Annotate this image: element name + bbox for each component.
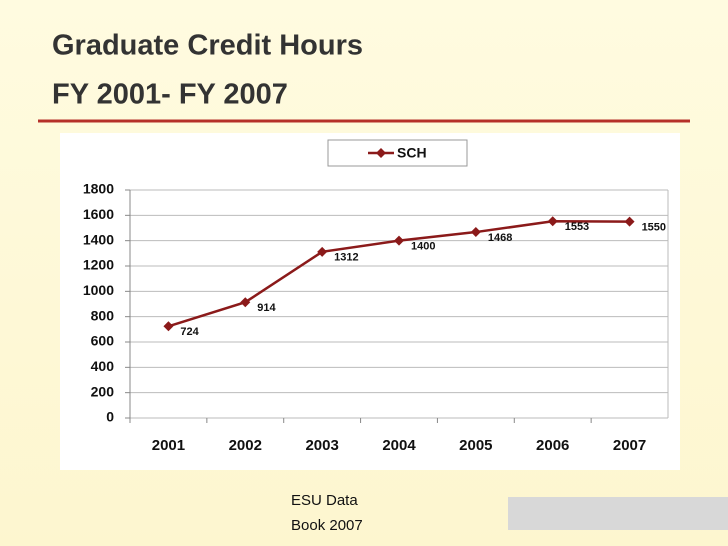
x-tick-label: 2001 (152, 437, 185, 454)
y-tick-label: 1400 (83, 231, 114, 247)
source-note: ESU Data Book 2007 (291, 492, 363, 534)
title-line: FY 2001- FY 2007 (52, 79, 288, 111)
legend-box (327, 139, 468, 167)
marker (624, 216, 635, 227)
data-label: 914 (257, 302, 276, 314)
y-tick-label: 0 (106, 409, 114, 425)
data-label: 1468 (488, 232, 512, 244)
legend-label: SCH (397, 145, 427, 161)
x-tick-label: 2004 (382, 437, 416, 454)
y-tick-label: 400 (91, 358, 115, 374)
marker (394, 235, 404, 246)
y-tick-label: 200 (91, 383, 115, 399)
data-label: 1550 (642, 222, 666, 234)
data-label: 1312 (334, 252, 358, 264)
data-label: 724 (180, 326, 199, 338)
y-tick-label: 1000 (83, 282, 114, 298)
y-tick-label: 800 (91, 307, 115, 323)
marker (317, 246, 328, 257)
marker (470, 227, 481, 238)
data-label: 1400 (411, 241, 435, 253)
x-tick-label: 2006 (536, 437, 569, 454)
x-tick-label: 2002 (229, 437, 262, 454)
x-tick-label: 2003 (305, 437, 338, 454)
marker (163, 321, 174, 332)
y-tick-label: 1600 (83, 206, 114, 222)
chart-area (60, 133, 680, 470)
y-tick-label: 1200 (83, 257, 114, 273)
y-tick-label: 600 (91, 333, 115, 349)
legend-marker (376, 148, 386, 158)
title-line: Graduate Credit Hours (52, 30, 363, 62)
x-tick-label: 2007 (613, 437, 646, 454)
footer-box (508, 497, 728, 530)
y-tick-label: 1800 (83, 181, 114, 197)
data-label: 1553 (565, 221, 589, 233)
x-tick-label: 2005 (459, 437, 492, 454)
marker (240, 297, 251, 308)
marker (547, 216, 558, 227)
